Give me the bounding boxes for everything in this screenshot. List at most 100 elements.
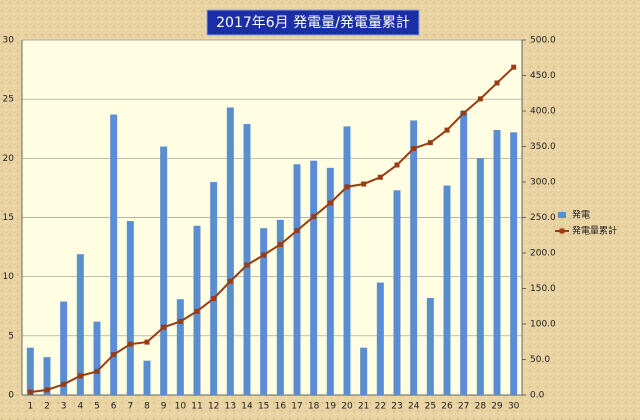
bar bbox=[376, 282, 384, 395]
legend-label: 発電量累計 bbox=[572, 225, 617, 237]
bar bbox=[393, 190, 401, 395]
x-tick-label: 2 bbox=[44, 402, 50, 412]
marker bbox=[394, 162, 400, 168]
marker bbox=[127, 341, 133, 347]
y2-tick-label: 150.0 bbox=[530, 284, 556, 294]
y-tick-label: 10 bbox=[3, 272, 15, 282]
y2-tick-label: 500.0 bbox=[530, 36, 556, 46]
bar bbox=[276, 219, 284, 395]
marker bbox=[111, 352, 117, 358]
bar bbox=[326, 167, 334, 395]
x-tick-label: 4 bbox=[77, 402, 83, 412]
x-tick-label: 27 bbox=[458, 402, 469, 412]
bar bbox=[93, 321, 101, 395]
legend-swatch bbox=[558, 212, 566, 218]
y-tick-label: 20 bbox=[3, 154, 15, 164]
bar bbox=[510, 132, 518, 396]
marker bbox=[377, 174, 383, 180]
bar bbox=[143, 360, 151, 395]
y2-tick-label: 400.0 bbox=[530, 107, 556, 117]
bar bbox=[76, 254, 84, 395]
x-tick-label: 29 bbox=[491, 402, 503, 412]
bar bbox=[226, 107, 234, 395]
x-tick-label: 15 bbox=[258, 402, 269, 412]
x-tick-label: 25 bbox=[425, 402, 436, 412]
x-tick-label: 16 bbox=[275, 402, 287, 412]
x-tick-label: 28 bbox=[475, 402, 487, 412]
y-tick-label: 15 bbox=[3, 213, 14, 223]
bar bbox=[410, 120, 418, 395]
marker bbox=[427, 140, 433, 146]
x-tick-label: 5 bbox=[94, 402, 100, 412]
marker bbox=[361, 181, 367, 187]
y-tick-label: 5 bbox=[8, 331, 14, 341]
marker bbox=[411, 145, 417, 151]
bar bbox=[210, 182, 218, 395]
marker bbox=[194, 308, 200, 314]
marker bbox=[477, 96, 483, 102]
marker bbox=[177, 318, 183, 324]
bar bbox=[360, 347, 368, 395]
bar bbox=[426, 297, 434, 395]
x-tick-label: 11 bbox=[191, 402, 202, 412]
x-tick-label: 30 bbox=[508, 402, 520, 412]
x-tick-label: 12 bbox=[208, 402, 219, 412]
marker bbox=[327, 200, 333, 206]
x-tick-label: 24 bbox=[408, 402, 420, 412]
y2-tick-label: 50.0 bbox=[530, 355, 550, 365]
bar bbox=[126, 221, 134, 395]
bar bbox=[60, 301, 68, 395]
marker bbox=[144, 339, 150, 345]
x-tick-label: 6 bbox=[111, 402, 117, 412]
bar bbox=[110, 114, 118, 396]
bar bbox=[476, 158, 484, 395]
marker bbox=[77, 373, 83, 379]
bar bbox=[243, 124, 251, 396]
marker bbox=[211, 296, 217, 302]
marker bbox=[444, 127, 450, 133]
x-tick-label: 19 bbox=[325, 402, 337, 412]
bar bbox=[293, 164, 301, 395]
y2-tick-label: 300.0 bbox=[530, 178, 556, 188]
marker bbox=[161, 324, 167, 330]
marker bbox=[44, 387, 50, 393]
x-tick-label: 23 bbox=[391, 402, 402, 412]
legend-label: 発電 bbox=[572, 209, 590, 221]
bar bbox=[343, 126, 351, 395]
marker bbox=[227, 278, 233, 284]
legend-swatch bbox=[559, 228, 565, 234]
marker bbox=[494, 80, 500, 86]
chart-title: 2017年6月 発電量/発電量累計 bbox=[216, 15, 410, 31]
x-tick-label: 26 bbox=[441, 402, 453, 412]
x-tick-label: 18 bbox=[308, 402, 320, 412]
y-tick-label: 25 bbox=[3, 95, 14, 105]
marker bbox=[27, 389, 33, 395]
x-tick-label: 7 bbox=[127, 402, 133, 412]
x-tick-label: 10 bbox=[175, 402, 187, 412]
bar bbox=[493, 129, 501, 395]
marker bbox=[94, 368, 100, 374]
x-tick-label: 9 bbox=[161, 402, 167, 412]
x-tick-label: 14 bbox=[241, 402, 253, 412]
bar bbox=[160, 146, 168, 395]
y2-tick-label: 0.0 bbox=[530, 391, 545, 401]
x-tick-label: 3 bbox=[61, 402, 67, 412]
bar bbox=[26, 347, 34, 395]
bar bbox=[43, 357, 51, 395]
marker bbox=[511, 64, 517, 70]
line bbox=[30, 66, 515, 394]
y2-tick-label: 250.0 bbox=[530, 213, 556, 223]
marker bbox=[461, 110, 467, 116]
marker bbox=[244, 262, 250, 268]
marker bbox=[261, 252, 267, 258]
y2-tick-label: 450.0 bbox=[530, 71, 556, 81]
bar bbox=[443, 185, 451, 395]
marker bbox=[344, 184, 350, 190]
x-tick-label: 1 bbox=[27, 402, 33, 412]
y2-tick-label: 200.0 bbox=[530, 249, 556, 259]
y2-tick-label: 350.0 bbox=[530, 142, 556, 152]
bar bbox=[310, 160, 318, 395]
x-tick-label: 22 bbox=[375, 402, 386, 412]
y-tick-label: 30 bbox=[3, 36, 15, 46]
marker bbox=[311, 214, 317, 220]
